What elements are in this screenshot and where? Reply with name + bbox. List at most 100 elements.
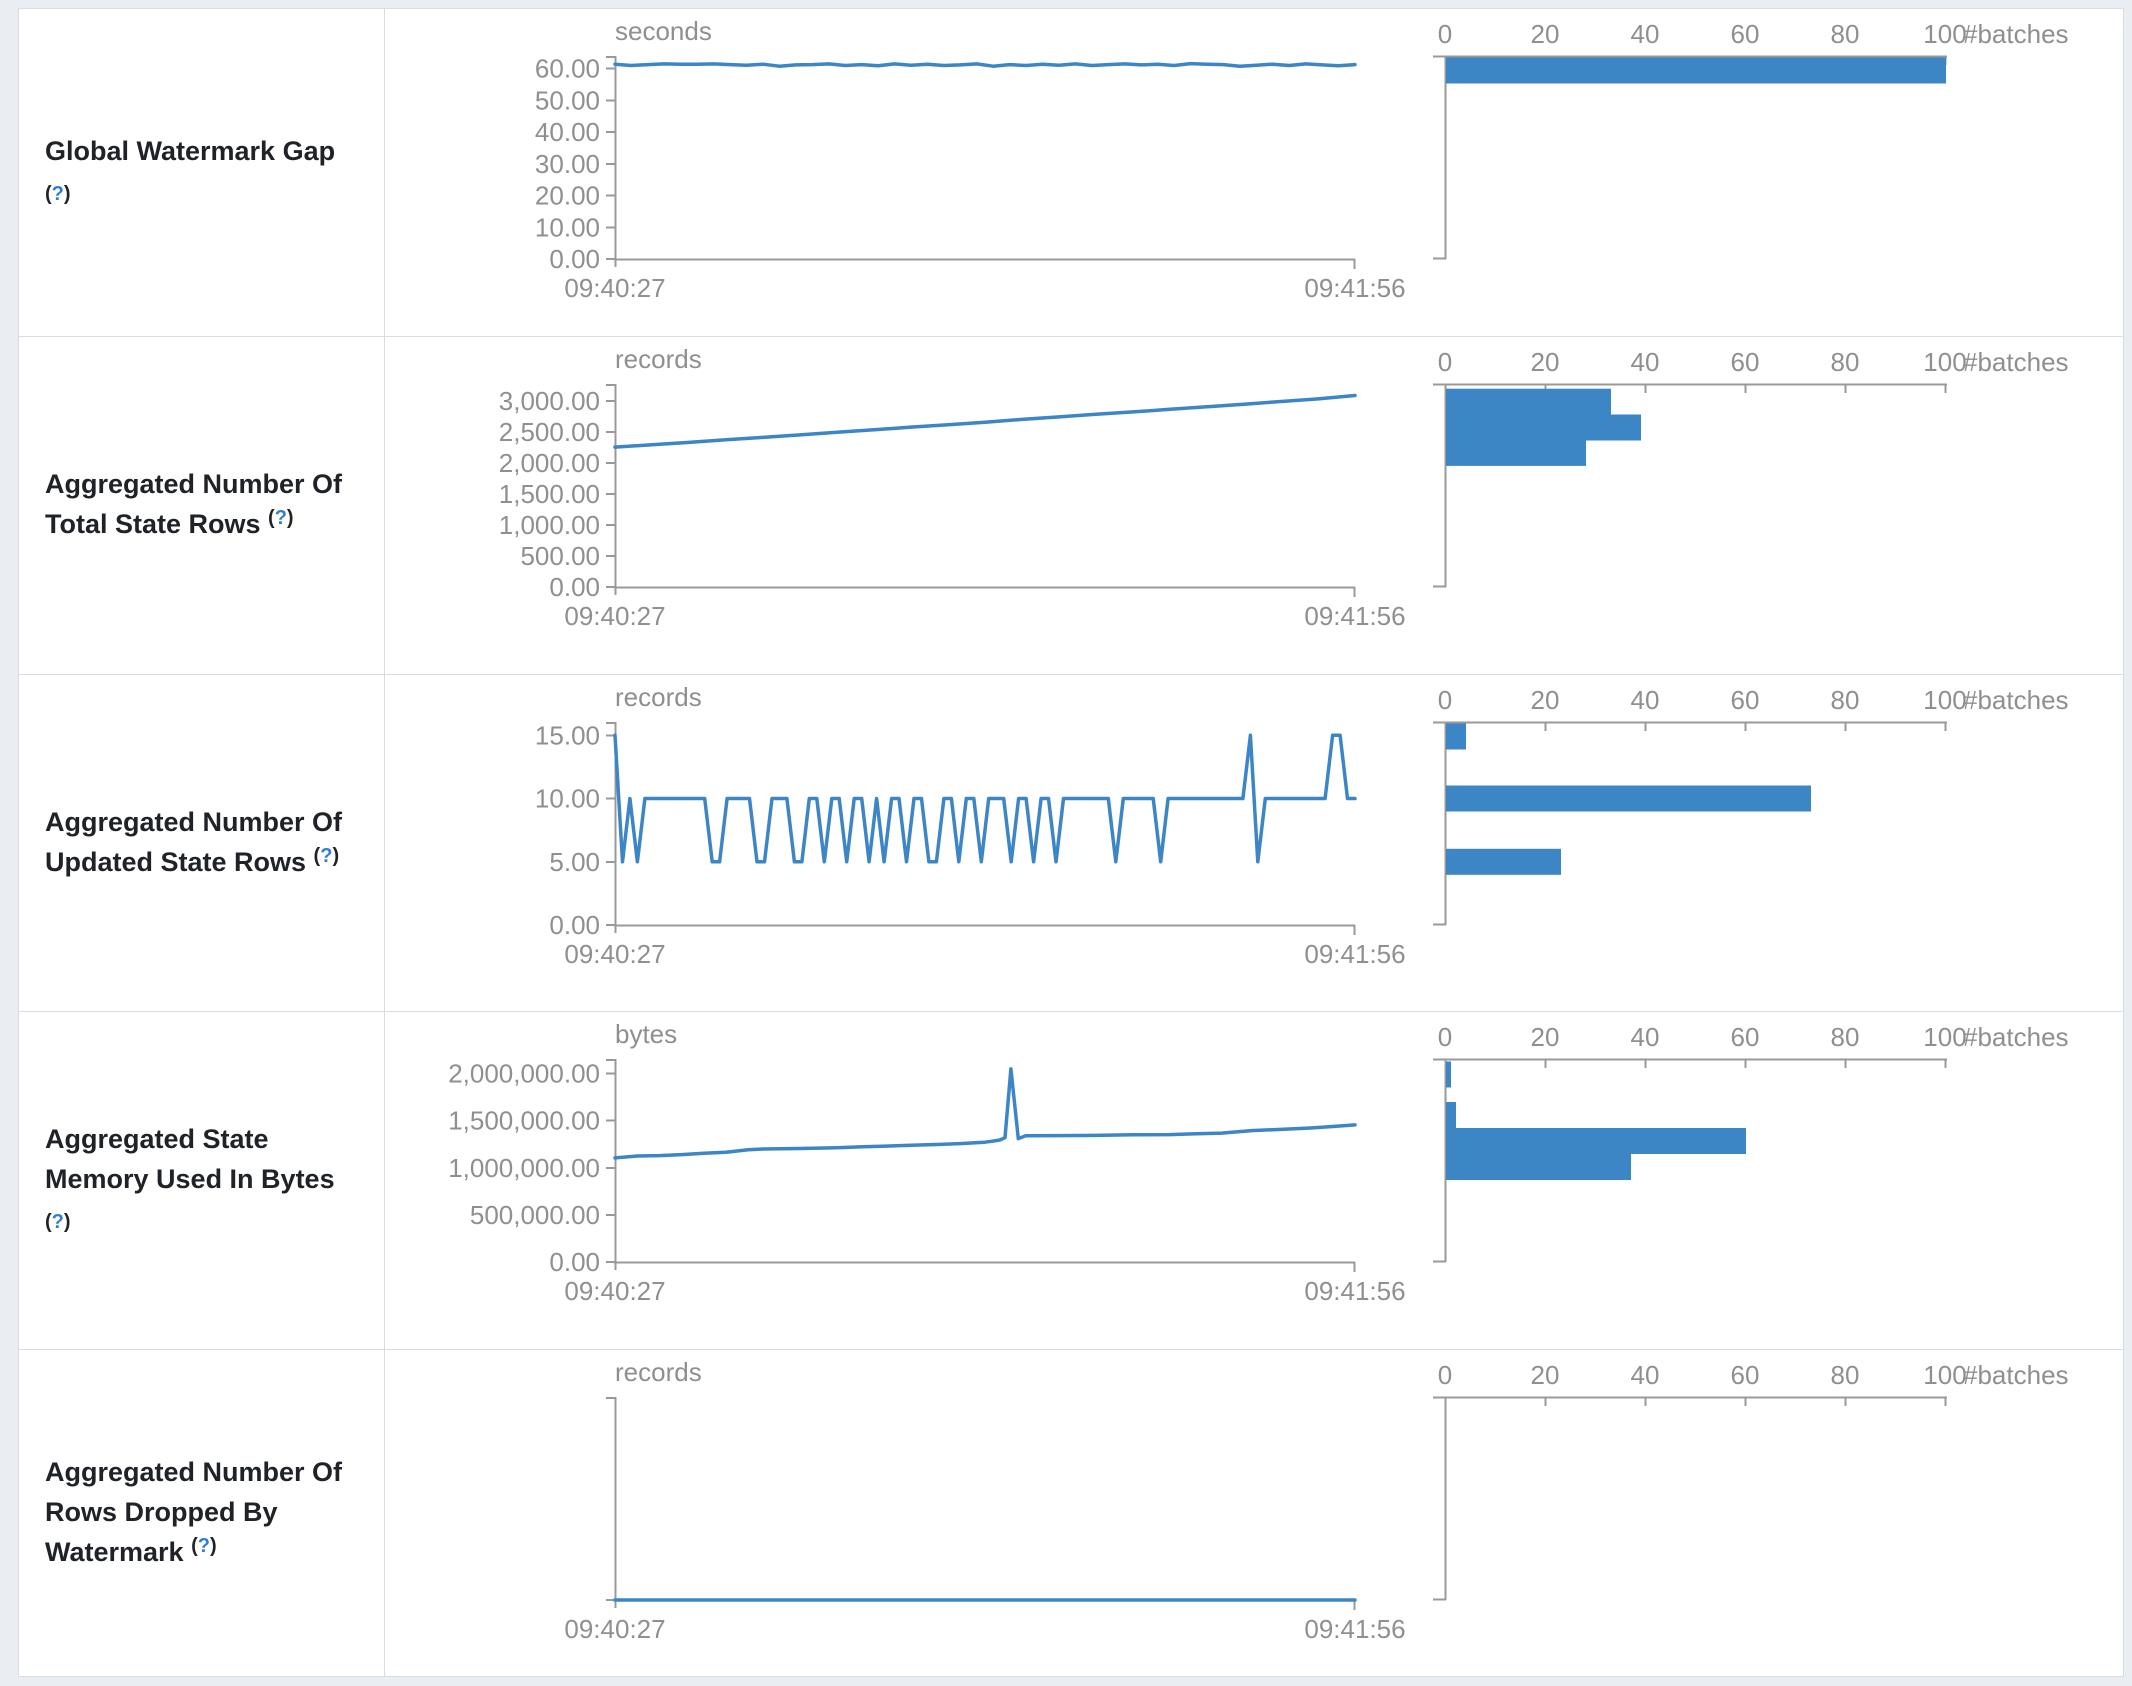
x-start-label: 09:40:27	[564, 939, 665, 969]
histogram-bar	[1446, 1128, 1746, 1154]
histogram-tick-label: 40	[1631, 1360, 1660, 1390]
timeline-unit-label: records	[615, 344, 702, 374]
histogram-unit-label: #batches	[1963, 19, 2069, 49]
help-link[interactable]: (?)	[45, 183, 71, 205]
metric-charts: bytes 0.00 500,000.00 1,000,000.00 1,500,000…	[448, 1019, 2069, 1306]
y-tick-label: 1,000,000.00	[448, 1153, 600, 1183]
y-tick-label: 0.00	[549, 1247, 600, 1277]
question-mark-icon: ?	[274, 507, 287, 529]
histogram-tick-label: 60	[1731, 19, 1760, 49]
histogram-tick-label: 0	[1438, 347, 1452, 377]
histogram-unit-label: #batches	[1963, 685, 2069, 715]
y-tick-label: 1,500,000.00	[448, 1106, 600, 1136]
metric-label-line: Watermark (?)	[45, 1534, 217, 1567]
x-start-label: 09:40:27	[564, 1276, 665, 1306]
timeline-chart: records 0.00500.001,000.001,500.002,000.0…	[499, 344, 1406, 631]
y-tick-label: 50.00	[535, 85, 600, 115]
histogram-tick-label: 0	[1438, 1360, 1452, 1390]
timeline-series-line	[613, 733, 1357, 864]
help-link[interactable]: (?)	[45, 1211, 71, 1233]
y-tick-label: 500,000.00	[470, 1200, 600, 1230]
histogram-tick-label: 100	[1923, 1022, 1966, 1052]
histogram-tick-label: 60	[1731, 685, 1760, 715]
histogram-unit-label: #batches	[1963, 1360, 2069, 1390]
metric-row: Aggregated Number Of Total State Rows (?)…	[19, 337, 2123, 675]
histogram-chart: 0 20 40 60 80 100#batches	[1433, 347, 2069, 588]
histogram-tick-label: 40	[1631, 347, 1660, 377]
histogram-tick-label: 80	[1831, 1360, 1860, 1390]
histogram-bar	[1446, 723, 1466, 750]
histogram-chart: 0 20 40 60 80 100#batches	[1433, 1022, 2069, 1263]
help-link[interactable]: (?)	[313, 844, 340, 867]
histogram-bar	[1446, 1061, 1451, 1088]
question-mark-icon: ?	[320, 844, 333, 867]
timeline-series-line	[613, 393, 1357, 449]
timeline-unit-label: seconds	[615, 16, 712, 46]
histogram-bar	[1446, 57, 1946, 84]
timeline-chart: seconds 0.0010.0020.0030.0040.0050.0060.0…	[535, 16, 1406, 303]
metric-label-line: Rows Dropped By	[45, 1496, 278, 1527]
histogram-tick-label: 100	[1923, 685, 1966, 715]
histogram-tick-label: 0	[1438, 19, 1452, 49]
metric-label-line: Aggregated Number Of	[45, 469, 343, 499]
histogram-tick-label: 80	[1831, 347, 1860, 377]
x-start-label: 09:40:27	[564, 601, 665, 631]
timeline-chart: records 0.00 5.00 10.00 15.00 09:40:27 09:41:5…	[535, 682, 1406, 969]
x-start-label: 09:40:27	[564, 273, 665, 303]
y-tick-label: 2,000.00	[499, 448, 600, 478]
metric-label-line: (?)	[45, 171, 384, 214]
x-end-label: 09:41:56	[1304, 601, 1405, 631]
y-tick-label: 0.00	[549, 244, 600, 274]
histogram-chart: 0 20 40 60 80 100#batches	[1433, 685, 2069, 926]
metric-charts: records 09:40:27 09:41:56 0 20 40 60 80 100#batc…	[564, 1357, 2069, 1644]
metric-label: Aggregated Number Of Updated State Rows (…	[19, 675, 385, 1011]
histogram-bar	[1446, 1102, 1456, 1128]
metric-label-line: Aggregated Number Of	[45, 1456, 343, 1487]
metric-row: Aggregated Number Of Updated State Rows (…	[19, 675, 2123, 1012]
histogram-chart: 0 20 40 60 80 100#batches	[1433, 1360, 2069, 1601]
help-link[interactable]: (?)	[268, 507, 294, 529]
histogram-bar	[1446, 1154, 1631, 1180]
histogram-tick-label: 20	[1531, 685, 1560, 715]
timeline-unit-label: records	[615, 682, 702, 712]
histogram-bar	[1446, 388, 1611, 415]
y-tick-label: 3,000.00	[499, 386, 600, 416]
metric-label-line: Aggregated State	[45, 1124, 269, 1154]
timeline-chart: bytes 0.00 500,000.00 1,000,000.00 1,500,000…	[448, 1019, 1405, 1306]
histogram-tick-label: 20	[1531, 347, 1560, 377]
question-mark-icon: ?	[51, 1211, 64, 1233]
metric-label-line: Global Watermark Gap	[45, 136, 336, 166]
histogram-bar	[1446, 848, 1561, 875]
metric-label-line: (?)	[45, 1199, 384, 1242]
x-end-label: 09:41:56	[1304, 273, 1405, 303]
histogram-unit-label: #batches	[1963, 1022, 2069, 1052]
timeline-series-line	[613, 1067, 1357, 1160]
histogram-tick-label: 0	[1438, 1022, 1452, 1052]
histogram-tick-label: 20	[1531, 1360, 1560, 1390]
histogram-tick-label: 20	[1531, 19, 1560, 49]
histogram-tick-label: 60	[1731, 1022, 1760, 1052]
question-mark-icon: ?	[51, 183, 64, 205]
x-start-label: 09:40:27	[564, 1614, 665, 1644]
histogram-chart: 0 20 40 60 80 100#batches	[1433, 19, 2069, 260]
timeline-series-line	[613, 61, 1357, 68]
y-tick-label: 1,500.00	[499, 479, 600, 509]
histogram-bar	[1446, 414, 1641, 441]
y-tick-label: 0.00	[549, 572, 600, 602]
y-tick-label: 0.00	[549, 910, 600, 940]
histogram-tick-label: 0	[1438, 685, 1452, 715]
metric-label-line: Memory Used In Bytes	[45, 1164, 335, 1194]
histogram-tick-label: 40	[1631, 685, 1660, 715]
metric-label: Aggregated Number Of Rows Dropped By Water…	[19, 1350, 385, 1676]
timeline-unit-label: bytes	[615, 1019, 677, 1049]
help-link[interactable]: (?)	[191, 1534, 217, 1557]
y-tick-label: 20.00	[535, 181, 600, 211]
y-tick-label: 500.00	[520, 541, 600, 571]
question-mark-icon: ?	[197, 1534, 210, 1557]
streaming-statistics-table: Global Watermark Gap (?) seconds 0.00 10.00 2…	[18, 8, 2124, 1677]
histogram-tick-label: 40	[1631, 19, 1660, 49]
histogram-bar	[1446, 439, 1586, 466]
timeline-unit-label: records	[615, 1357, 702, 1387]
histogram-bar	[1446, 785, 1811, 812]
y-tick-label: 30.00	[535, 149, 600, 179]
